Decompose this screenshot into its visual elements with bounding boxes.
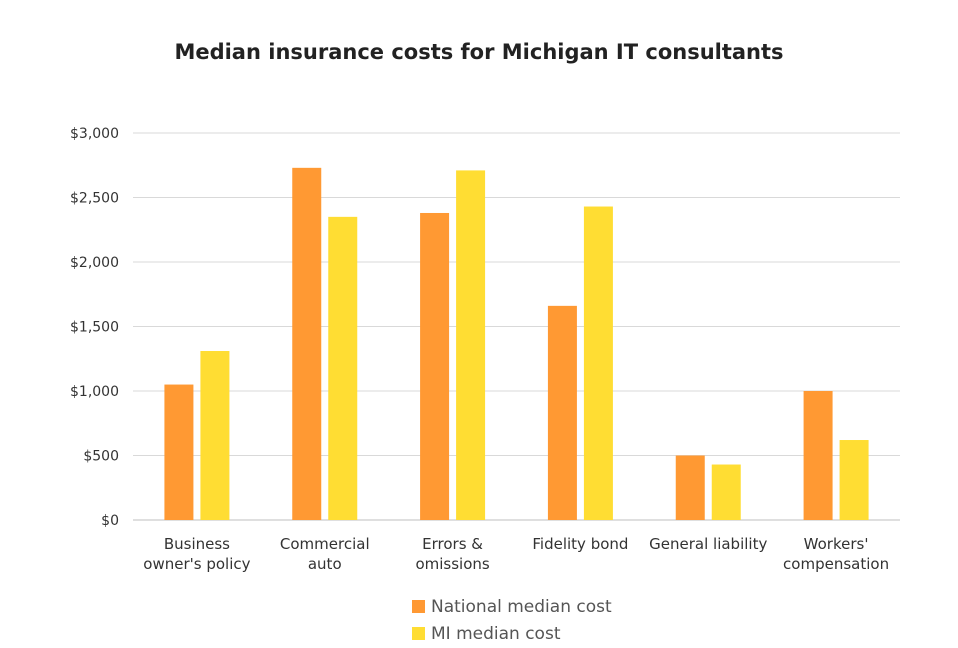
- x-tick-label: Errors &: [422, 535, 483, 553]
- y-tick-label: $1,500: [70, 320, 119, 336]
- x-tick-label: Business: [164, 535, 230, 553]
- legend-item-mi: MI median cost: [412, 620, 612, 647]
- x-tick-label: Commercial: [280, 535, 370, 553]
- bar-national: [420, 212, 450, 521]
- bar-mi: [711, 464, 741, 520]
- chart-title: Median insurance costs for Michigan IT c…: [174, 40, 784, 64]
- legend: National median cost MI median cost: [412, 593, 612, 647]
- y-tick-label: $500: [83, 449, 119, 465]
- legend-label-national: National median cost: [431, 596, 612, 617]
- y-tick-label: $2,000: [70, 255, 119, 271]
- y-tick-label: $0: [101, 513, 119, 529]
- y-tick-label: $3,000: [70, 126, 119, 142]
- legend-label-mi: MI median cost: [431, 623, 561, 644]
- legend-item-national: National median cost: [412, 593, 612, 620]
- x-tick-label: Workers': [804, 535, 869, 553]
- bar-national: [675, 455, 705, 520]
- x-tick-label: compensation: [783, 555, 889, 573]
- gridlines: [133, 132, 900, 521]
- bars: [164, 167, 869, 521]
- x-tick-label: owner's policy: [143, 555, 250, 573]
- x-tick-label: omissions: [415, 555, 489, 573]
- bar-mi: [328, 216, 358, 520]
- y-axis-ticks: $0 $500 $1,000 $1,500 $2,000 $2,500 $3,000: [70, 126, 119, 529]
- x-tick-label: General liability: [649, 535, 767, 553]
- legend-swatch-national: [412, 600, 425, 613]
- x-axis-labels: Business owner's policy Commercial auto Erro…: [143, 535, 889, 573]
- bar-national: [292, 167, 322, 520]
- bar-mi: [200, 351, 230, 520]
- y-tick-label: $1,000: [70, 384, 119, 400]
- bar-national: [547, 305, 577, 520]
- y-tick-label: $2,500: [70, 191, 119, 207]
- bar-mi: [456, 170, 486, 520]
- bar-mi: [583, 206, 613, 520]
- bar-national: [164, 384, 194, 520]
- legend-swatch-mi: [412, 627, 425, 640]
- bar-mi: [839, 440, 869, 520]
- x-tick-label: auto: [308, 555, 342, 573]
- x-tick-label: Fidelity bond: [532, 535, 628, 553]
- bar-national: [803, 391, 833, 520]
